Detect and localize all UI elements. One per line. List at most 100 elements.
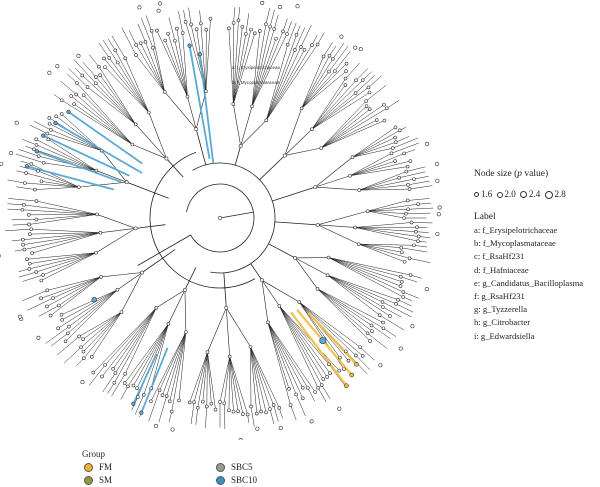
branch-arc bbox=[193, 163, 276, 273]
branch bbox=[226, 308, 250, 347]
tree-node bbox=[365, 99, 368, 102]
tree-node bbox=[28, 223, 31, 226]
tree-node bbox=[331, 57, 334, 60]
branch bbox=[47, 277, 101, 290]
branch bbox=[312, 93, 356, 129]
branch bbox=[318, 289, 372, 326]
branch bbox=[22, 290, 47, 300]
tree-node bbox=[195, 128, 198, 131]
tree-node bbox=[173, 39, 176, 42]
tree-node bbox=[338, 356, 341, 359]
branch bbox=[160, 332, 186, 390]
branch bbox=[383, 307, 402, 317]
tree-node bbox=[306, 386, 309, 389]
tree-node bbox=[201, 400, 204, 403]
branch bbox=[246, 13, 249, 34]
tree-node bbox=[57, 327, 60, 330]
branch bbox=[62, 100, 133, 144]
tree-node bbox=[249, 405, 252, 408]
tree-node bbox=[205, 28, 208, 31]
tree-node bbox=[30, 228, 33, 231]
tree-node bbox=[28, 262, 31, 265]
node-size-item: 2.0 bbox=[497, 188, 516, 201]
branch-arc bbox=[150, 152, 255, 288]
tree-node bbox=[175, 27, 178, 30]
branch bbox=[88, 87, 136, 124]
branch bbox=[295, 258, 328, 275]
branch bbox=[353, 142, 396, 157]
tree-node bbox=[320, 384, 323, 387]
branch bbox=[177, 29, 188, 97]
tree-node bbox=[209, 17, 212, 20]
tree-node bbox=[285, 33, 288, 36]
branch bbox=[196, 408, 198, 425]
tree-node bbox=[49, 128, 52, 131]
tree-node bbox=[237, 410, 240, 413]
branch bbox=[145, 42, 164, 92]
tree-node bbox=[274, 37, 277, 40]
tree-node bbox=[158, 389, 161, 392]
branch bbox=[34, 149, 96, 170]
branch bbox=[335, 51, 350, 71]
tree-node bbox=[134, 54, 137, 57]
tree-node bbox=[184, 331, 187, 334]
tree-node bbox=[322, 55, 325, 58]
tree-node bbox=[126, 385, 129, 388]
branch bbox=[142, 250, 175, 273]
tree-node bbox=[95, 169, 98, 172]
group-swatch bbox=[216, 463, 225, 472]
tree-node bbox=[45, 305, 48, 308]
tree-node bbox=[99, 231, 102, 234]
tree-node bbox=[303, 48, 306, 51]
branch bbox=[99, 43, 109, 58]
tree-node bbox=[35, 271, 38, 274]
tree-node bbox=[369, 339, 372, 342]
tree-node bbox=[81, 74, 84, 77]
tree-node bbox=[101, 375, 104, 378]
branch bbox=[268, 322, 296, 394]
tree-node bbox=[394, 141, 397, 144]
tree-node bbox=[9, 151, 12, 154]
tree-node bbox=[407, 208, 410, 211]
tree-node bbox=[340, 35, 343, 38]
tree-node bbox=[135, 43, 138, 46]
branch bbox=[83, 62, 96, 77]
tree-node bbox=[391, 147, 394, 150]
branch bbox=[136, 55, 165, 92]
tree-node bbox=[97, 65, 100, 68]
tree-node bbox=[278, 304, 281, 307]
tree-node bbox=[161, 394, 164, 397]
tree-node bbox=[399, 285, 402, 288]
node-size-legend: Node size (p value) 1.6 2.0 2.4 2.8 bbox=[474, 168, 598, 201]
tree-node bbox=[81, 380, 84, 383]
tree-node bbox=[205, 405, 208, 408]
tree-node bbox=[124, 372, 127, 375]
tree-node bbox=[214, 408, 217, 411]
branch bbox=[288, 23, 297, 45]
tree-node bbox=[95, 213, 98, 216]
tree-node bbox=[375, 119, 378, 122]
branch bbox=[108, 383, 115, 394]
branch bbox=[285, 129, 312, 155]
tree-node bbox=[48, 71, 51, 74]
tree-node bbox=[164, 39, 167, 42]
tree-node bbox=[311, 43, 314, 46]
tree-node bbox=[328, 70, 331, 73]
tree-node bbox=[405, 170, 408, 173]
branch bbox=[62, 290, 117, 320]
branch bbox=[13, 224, 29, 225]
tree-node bbox=[437, 213, 440, 216]
tree-node bbox=[399, 347, 402, 350]
tree-node bbox=[410, 221, 413, 224]
tree-node bbox=[132, 402, 136, 406]
label-item: c: f_RsaHf231 bbox=[474, 250, 598, 263]
branch bbox=[144, 324, 169, 395]
cladogram-nodes bbox=[0, 1, 441, 440]
tree-node bbox=[64, 340, 67, 343]
branch bbox=[220, 212, 253, 218]
tree-node bbox=[188, 401, 191, 404]
tree-node bbox=[436, 179, 439, 182]
tree-node bbox=[366, 210, 369, 213]
branch bbox=[178, 11, 182, 33]
branch bbox=[194, 352, 207, 402]
